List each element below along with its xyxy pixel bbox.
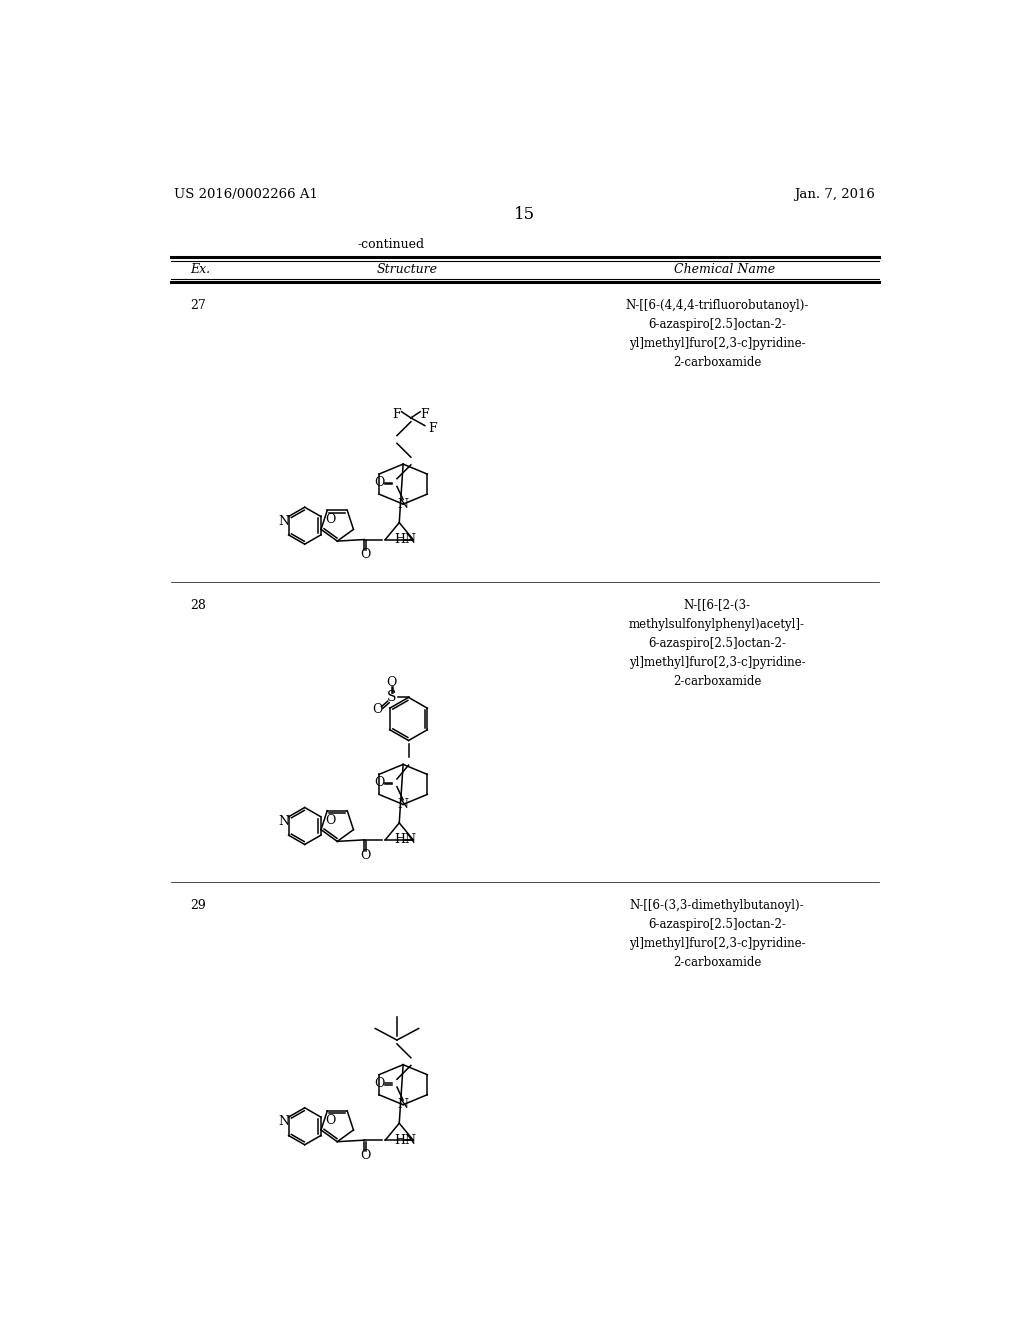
- Text: N: N: [397, 797, 409, 810]
- Text: F: F: [421, 408, 429, 421]
- Text: O: O: [375, 477, 385, 490]
- Text: S: S: [387, 690, 396, 705]
- Text: N: N: [279, 814, 289, 828]
- Text: 15: 15: [514, 206, 536, 223]
- Text: O: O: [375, 1077, 385, 1090]
- Text: N: N: [397, 1098, 409, 1111]
- Text: N-[[6-(4,4,4-trifluorobutanoyl)-
6-azaspiro[2.5]octan-2-
yl]methyl]furo[2,3-c]py: N-[[6-(4,4,4-trifluorobutanoyl)- 6-azasp…: [626, 298, 809, 368]
- Text: 28: 28: [190, 599, 206, 612]
- Text: N-[[6-(3,3-dimethylbutanoyl)-
6-azaspiro[2.5]octan-2-
yl]methyl]furo[2,3-c]pyrid: N-[[6-(3,3-dimethylbutanoyl)- 6-azaspiro…: [629, 899, 805, 969]
- Text: N: N: [397, 498, 409, 511]
- Text: O: O: [386, 676, 396, 689]
- Text: O: O: [375, 776, 385, 789]
- Text: HN: HN: [394, 833, 416, 846]
- Text: 29: 29: [190, 899, 206, 912]
- Text: N-[[6-[2-(3-
methylsulfonylphenyl)acetyl]-
6-azaspiro[2.5]octan-2-
yl]methyl]fur: N-[[6-[2-(3- methylsulfonylphenyl)acetyl…: [629, 599, 805, 688]
- Text: US 2016/0002266 A1: US 2016/0002266 A1: [174, 187, 318, 201]
- Text: Structure: Structure: [377, 263, 437, 276]
- Text: Chemical Name: Chemical Name: [674, 263, 775, 276]
- Text: O: O: [326, 513, 336, 527]
- Text: O: O: [360, 849, 371, 862]
- Text: -continued: -continued: [358, 239, 425, 252]
- Text: Ex.: Ex.: [190, 263, 210, 276]
- Text: HN: HN: [394, 1134, 416, 1147]
- Text: F: F: [392, 408, 401, 421]
- Text: O: O: [373, 704, 383, 717]
- Text: O: O: [326, 813, 336, 826]
- Text: N: N: [279, 515, 289, 528]
- Text: O: O: [360, 548, 371, 561]
- Text: Jan. 7, 2016: Jan. 7, 2016: [795, 187, 876, 201]
- Text: O: O: [326, 1114, 336, 1127]
- Text: HN: HN: [394, 533, 416, 546]
- Text: O: O: [360, 1148, 371, 1162]
- Text: 27: 27: [190, 298, 206, 312]
- Text: F: F: [428, 422, 437, 436]
- Text: N: N: [279, 1115, 289, 1129]
